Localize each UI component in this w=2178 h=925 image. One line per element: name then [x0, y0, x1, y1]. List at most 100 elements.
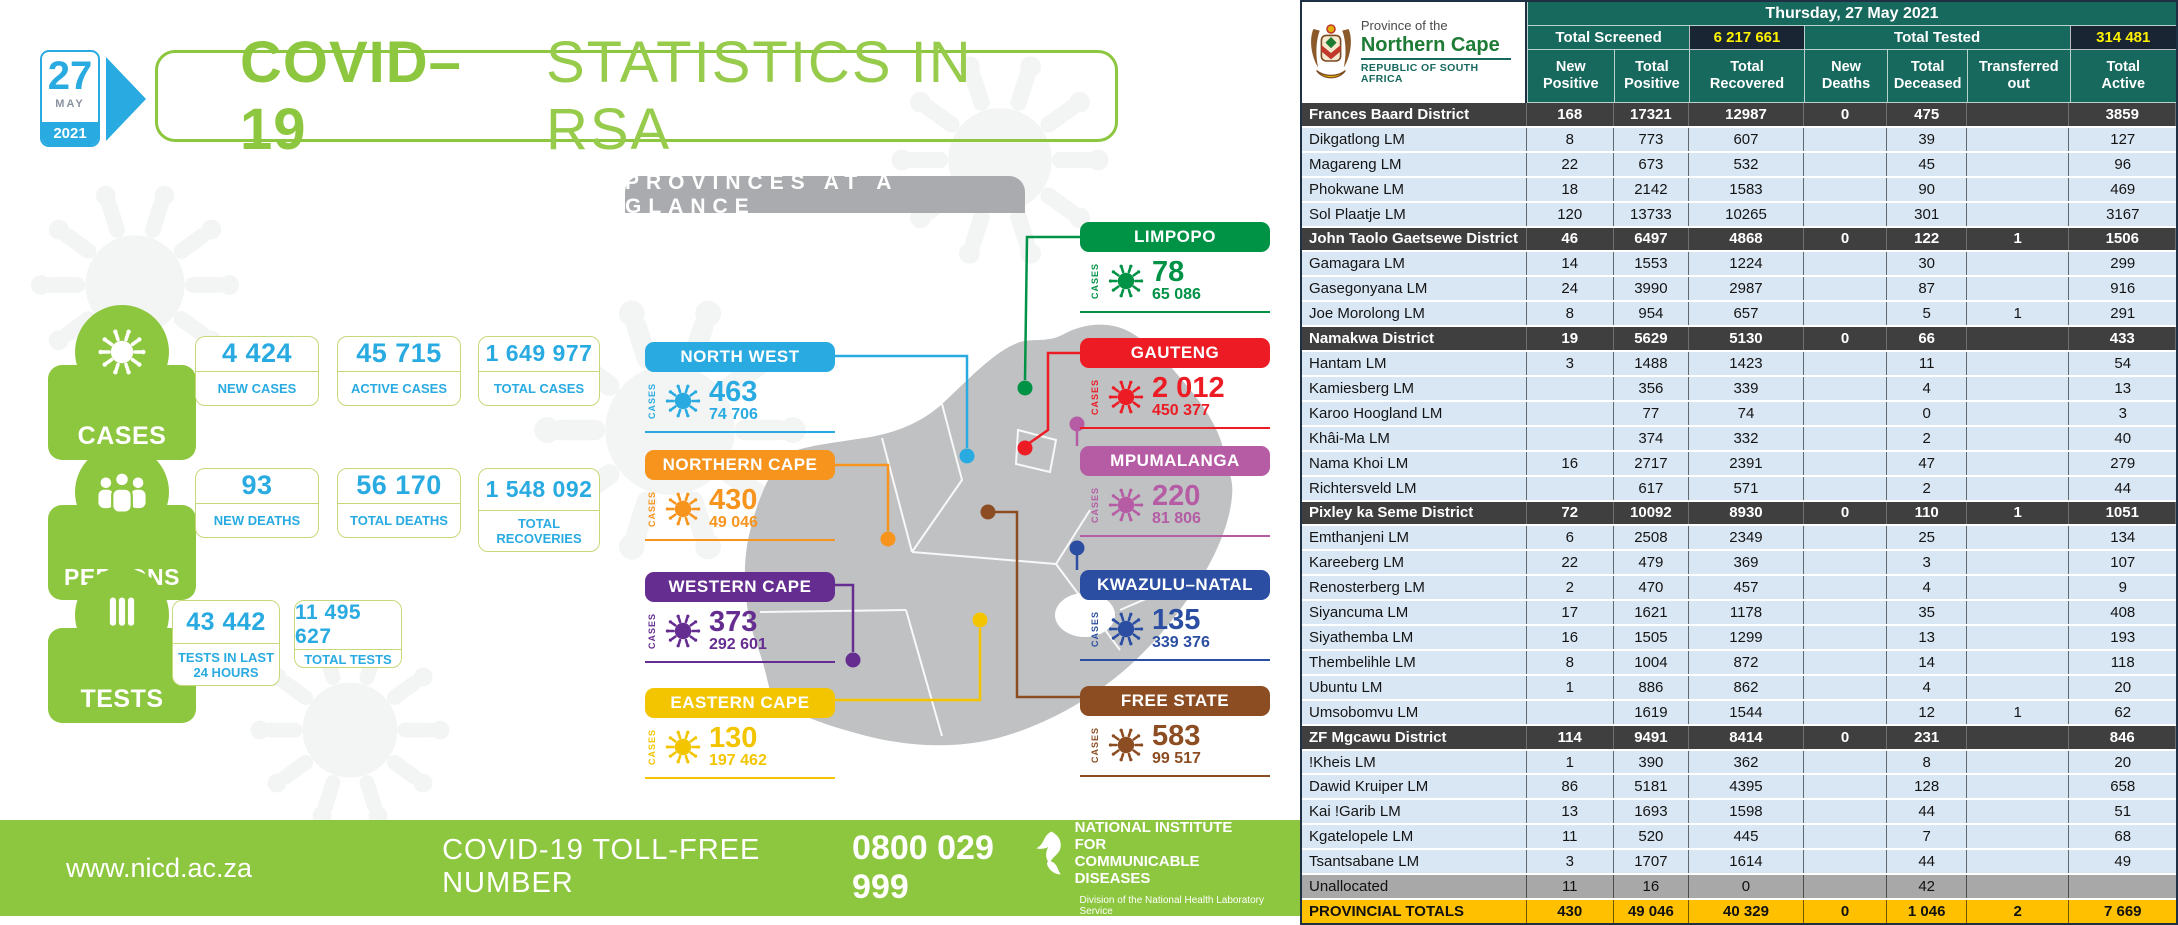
- province-new-cases: 373: [709, 606, 758, 638]
- row-value: 339: [1689, 376, 1804, 400]
- virus-icon: [664, 612, 702, 649]
- row-value: [1967, 750, 2070, 774]
- row-value: 279: [2110, 454, 2136, 472]
- row-value: 617: [1614, 476, 1690, 500]
- row-value: 1004: [1614, 650, 1690, 674]
- cases-caption: CASES: [1090, 610, 1100, 647]
- date-day: 27: [47, 54, 93, 98]
- row-value: 44: [1887, 850, 1967, 874]
- province-total-cases: 99 517: [1152, 750, 1201, 768]
- row-value: [1804, 152, 1888, 176]
- row-value: 1614: [1689, 850, 1804, 874]
- column-header: Total Active: [2069, 50, 2177, 103]
- logo-line3: REPUBLIC OF SOUTH AFRICA: [1360, 61, 1479, 86]
- table-row: Kamiesberg LM 356 339 4 13: [1302, 376, 2176, 402]
- row-name: Gamagara LM: [1302, 252, 1527, 276]
- row-value: [1967, 576, 2070, 600]
- table-row: Siyathemba LM 16 1505 1299 13 193: [1302, 626, 2176, 651]
- row-value: 1621: [1614, 601, 1690, 625]
- table-row: Kareeberg LM 22 479 369 3 107: [1302, 551, 2176, 577]
- virus-icon: [664, 490, 702, 527]
- row-value: [2069, 875, 2176, 898]
- province-total-cases: 450 377: [1152, 402, 1210, 420]
- row-value: 1 046: [1887, 900, 1967, 923]
- province-new-cases: 135: [1152, 604, 1201, 636]
- row-value: 1: [1967, 700, 2070, 724]
- row-value: 30: [1887, 252, 1967, 276]
- row-value: 127: [2110, 130, 2136, 148]
- tollfree-label: COVID-19 TOLL-FREE NUMBER: [442, 834, 761, 899]
- province-banner: MPUMALANGA: [1080, 446, 1270, 476]
- row-value: 8: [1527, 127, 1614, 151]
- province-new-cases: 583: [1152, 720, 1201, 752]
- row-value: 110: [1887, 501, 1967, 525]
- row-name: Namakwa District: [1302, 327, 1527, 351]
- province-callout-northern-cape: NORTHERN CAPE CASES 430 49 046: [645, 450, 835, 542]
- row-value: 13: [1527, 800, 1614, 824]
- row-value: [1804, 750, 1888, 774]
- row-value: [1804, 650, 1888, 674]
- stat-label: TOTAL TESTS: [295, 649, 401, 667]
- province-total-cases: 339 376: [1152, 634, 1210, 652]
- row-value: 193: [2110, 628, 2136, 646]
- stat-label: NEW DEATHS: [196, 502, 318, 537]
- row-value: [1527, 401, 1614, 425]
- stat-total-recoveries: 1 548 092 TOTAL RECOVERIES: [478, 468, 600, 552]
- row-value: 1553: [1614, 252, 1690, 276]
- table-row: Tsantsabane LM 3 1707 1614 44 49: [1302, 850, 2176, 876]
- row-name: Hantam LM: [1302, 352, 1527, 375]
- row-value: 134: [2110, 529, 2136, 547]
- title-secondary: STATISTICS IN RSA: [545, 30, 973, 162]
- arrow-right-icon: [106, 57, 146, 141]
- row-value: 1505: [1614, 626, 1690, 649]
- tollfree-number: COVID-19 TOLL-FREE NUMBER 0800 029 999: [442, 829, 1031, 907]
- row-value: 87: [1887, 277, 1967, 301]
- row-value: [1804, 202, 1888, 226]
- table-row: Thembelihle LM 8 1004 872 14 118: [1302, 650, 2176, 676]
- row-value: [1967, 526, 2070, 550]
- row-value: [1804, 775, 1888, 799]
- row-value: 5: [1887, 302, 1967, 326]
- coat-of-arms-icon: [1310, 23, 1352, 79]
- virus-icon: [664, 382, 702, 419]
- total-screened-value: 6 217 661: [1689, 26, 1804, 50]
- row-value: 2: [1887, 426, 1967, 450]
- table-header: Province of the Northern Cape REPUBLIC O…: [1302, 2, 2177, 103]
- row-value: 3: [1527, 352, 1614, 375]
- virus-icon: [1107, 610, 1145, 647]
- row-value: [1804, 252, 1888, 276]
- row-value: 1506: [2069, 227, 2177, 251]
- row-value: 2987: [1689, 277, 1804, 301]
- stat-value: 43 442: [186, 607, 266, 636]
- date-year: 2021: [42, 122, 98, 145]
- row-value: 332: [1689, 426, 1804, 450]
- row-value: [1804, 177, 1888, 201]
- row-value: [1967, 103, 2070, 126]
- row-value: [1804, 825, 1888, 849]
- province-total-cases: 292 601: [709, 636, 767, 654]
- row-value: 12: [1887, 700, 1967, 724]
- tests-badge-label: TESTS: [80, 685, 164, 713]
- row-value: [1967, 327, 2070, 351]
- row-value: [1804, 476, 1888, 500]
- row-value: 114: [1527, 725, 1614, 749]
- row-value: [1804, 127, 1888, 151]
- map-header: PROVINCES AT A GLANCE: [625, 171, 1025, 218]
- total-screened-label: Total Screened: [1526, 26, 1690, 50]
- province-new-cases: 2 012: [1152, 372, 1225, 404]
- row-value: 22: [1527, 152, 1614, 176]
- row-value: 11: [1527, 825, 1614, 849]
- row-value: 12987: [1689, 103, 1804, 126]
- row-value: 72: [1527, 501, 1614, 525]
- table-row: Namakwa District 19 5629 5130 0 66 433: [1302, 327, 2177, 353]
- row-value: 5181: [1614, 775, 1690, 799]
- table-row: Gasegonyana LM 24 3990 2987 87 916: [1302, 277, 2176, 303]
- row-value: 40 329: [1689, 900, 1804, 923]
- province-callout-western-cape: WESTERN CAPE CASES 373 292 601: [645, 572, 835, 664]
- table-row: Magareng LM 22 673 532 45 96: [1302, 152, 2176, 178]
- row-value: 14: [1887, 650, 1967, 674]
- stat-new-cases: 4 424 NEW CASES: [195, 336, 319, 406]
- table-row: Frances Baard District 168 17321 12987 0 475 3…: [1302, 103, 2177, 128]
- province-logo: Province of the Northern Cape REPUBLIC O…: [1302, 2, 1527, 103]
- province-total-cases: 81 806: [1152, 510, 1201, 528]
